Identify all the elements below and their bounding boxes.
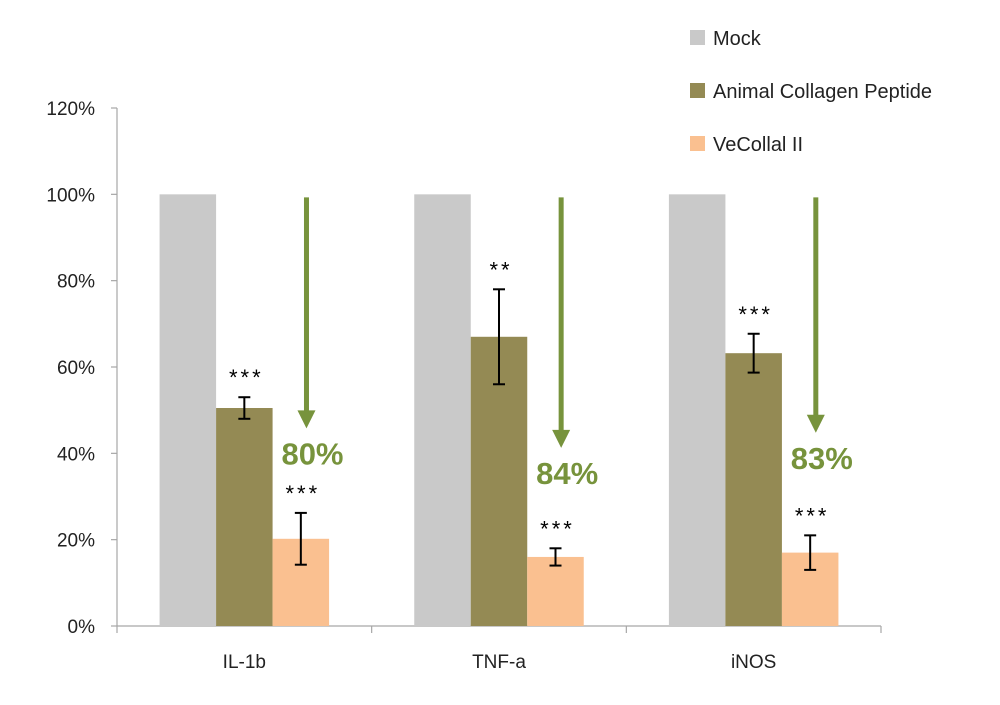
y-tick-label: 20% xyxy=(57,531,95,552)
y-tick-label: 40% xyxy=(57,444,95,465)
bar-mock xyxy=(414,194,471,627)
y-tick-label: 0% xyxy=(68,617,96,638)
reduction-arrow-head xyxy=(806,414,825,433)
bar-animal-collagen-peptide xyxy=(725,353,782,626)
legend-swatch xyxy=(690,83,705,98)
significance-label: *** xyxy=(795,503,830,528)
x-tick-label: IL-1b xyxy=(223,652,266,673)
y-tick-label: 120% xyxy=(46,99,95,120)
reduction-percent-label: 84% xyxy=(536,456,598,491)
legend-label: VeCollal II xyxy=(713,134,803,156)
bar-animal-collagen-peptide xyxy=(216,408,273,626)
x-tick-label: iNOS xyxy=(731,652,776,673)
legend-swatch xyxy=(690,30,705,45)
y-tick-label: 60% xyxy=(57,358,95,379)
reduction-arrow-head xyxy=(552,429,571,448)
bar-mock xyxy=(159,194,217,627)
significance-label: *** xyxy=(285,481,320,506)
significance-label: *** xyxy=(229,365,264,390)
bar-mock xyxy=(668,194,726,627)
y-tick-label: 80% xyxy=(57,272,95,293)
bar-vecollal-ii xyxy=(527,556,584,626)
reduction-percent-label: 83% xyxy=(791,441,853,476)
significance-label: ** xyxy=(489,257,512,282)
significance-label: *** xyxy=(540,516,575,541)
legend-label: Mock xyxy=(713,28,762,50)
reduction-arrow-head xyxy=(297,410,316,429)
x-tick-label: TNF-a xyxy=(472,652,526,673)
significance-label: *** xyxy=(738,302,773,327)
legend-label: Animal Collagen Peptide xyxy=(713,81,932,103)
reduction-percent-label: 80% xyxy=(281,436,343,471)
y-tick-label: 100% xyxy=(46,185,95,206)
legend-swatch xyxy=(690,136,705,151)
